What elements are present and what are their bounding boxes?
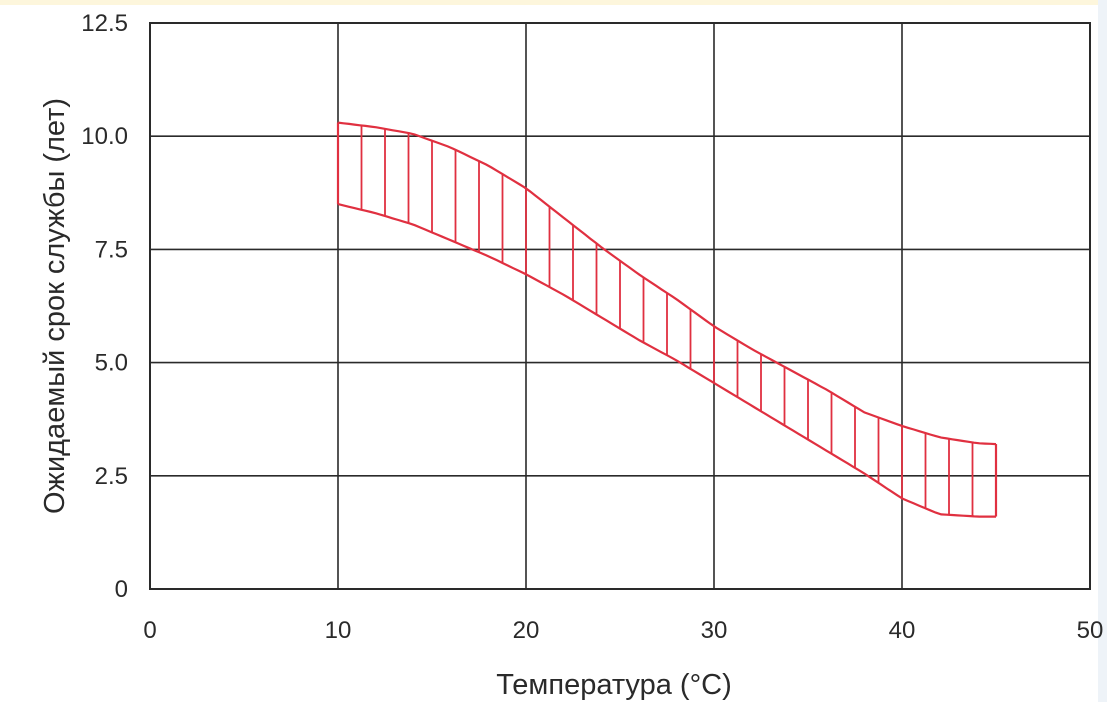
y-tick-label-3: 7.5 bbox=[95, 236, 128, 263]
y-tick-label-4: 10.0 bbox=[81, 123, 128, 150]
y-tick-label-2: 5.0 bbox=[95, 350, 128, 377]
lower-bound-line bbox=[337, 203, 996, 518]
right-border-strip bbox=[1098, 0, 1107, 702]
upper-bound-line bbox=[337, 121, 997, 446]
x-tick-label-4: 40 bbox=[889, 617, 916, 644]
x-axis-label: Температура (°С) bbox=[496, 669, 732, 701]
y-tick-label-5: 12.5 bbox=[81, 10, 128, 37]
x-tick-label-5: 50 bbox=[1077, 617, 1104, 644]
tick-labels: 0 10 20 30 40 50 0 2.5 5.0 7.5 10.0 12.5 bbox=[81, 10, 1103, 644]
x-tick-label-2: 20 bbox=[513, 617, 540, 644]
x-tick-label-3: 30 bbox=[701, 617, 728, 644]
y-tick-label-0: 0 bbox=[115, 576, 128, 603]
y-tick-label-1: 2.5 bbox=[95, 463, 128, 490]
plot-frame bbox=[149, 22, 1091, 590]
x-tick-label-0: 0 bbox=[143, 617, 156, 644]
service-life-band bbox=[336, 121, 998, 518]
x-tick-label-1: 10 bbox=[325, 617, 352, 644]
y-axis-label: Ожидаемый срок службы (лет) bbox=[39, 98, 71, 514]
top-border-strip bbox=[0, 0, 1107, 5]
